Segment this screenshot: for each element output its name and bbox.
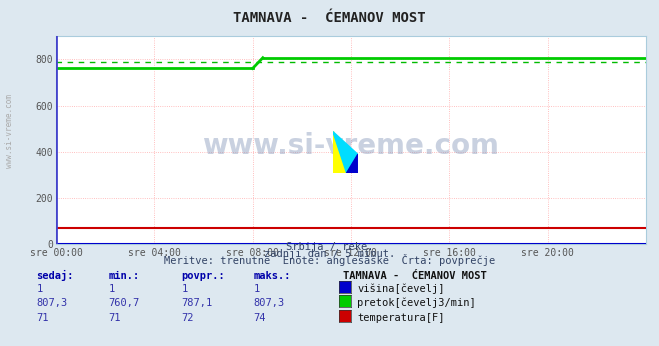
Text: temperatura[F]: temperatura[F] — [357, 313, 445, 323]
Text: 787,1: 787,1 — [181, 298, 212, 308]
Text: 807,3: 807,3 — [36, 298, 67, 308]
Text: 807,3: 807,3 — [254, 298, 285, 308]
Text: 74: 74 — [254, 313, 266, 323]
Text: 71: 71 — [109, 313, 121, 323]
Text: 760,7: 760,7 — [109, 298, 140, 308]
Text: Srbija / reke.: Srbija / reke. — [286, 242, 373, 252]
Polygon shape — [333, 131, 358, 173]
Text: 71: 71 — [36, 313, 49, 323]
Text: www.si-vreme.com: www.si-vreme.com — [202, 133, 500, 160]
Text: Meritve: trenutne  Enote: anglešaške  Črta: povprečje: Meritve: trenutne Enote: anglešaške Črta… — [164, 254, 495, 266]
Text: 72: 72 — [181, 313, 194, 323]
Text: 1: 1 — [181, 284, 187, 294]
Text: www.si-vreme.com: www.si-vreme.com — [5, 94, 14, 169]
Text: 1: 1 — [254, 284, 260, 294]
Text: TAMNAVA -  ĆEMANOV MOST: TAMNAVA - ĆEMANOV MOST — [233, 11, 426, 25]
Text: povpr.:: povpr.: — [181, 271, 225, 281]
Text: 1: 1 — [36, 284, 42, 294]
Polygon shape — [347, 154, 358, 173]
Polygon shape — [333, 131, 347, 173]
Text: TAMNAVA -  ĆEMANOV MOST: TAMNAVA - ĆEMANOV MOST — [343, 271, 486, 281]
Text: maks.:: maks.: — [254, 271, 291, 281]
Text: 1: 1 — [109, 284, 115, 294]
Text: višina[čevelj]: višina[čevelj] — [357, 284, 445, 294]
Text: min.:: min.: — [109, 271, 140, 281]
Text: sedaj:: sedaj: — [36, 270, 74, 281]
Text: pretok[čevelj3/min]: pretok[čevelj3/min] — [357, 298, 476, 308]
Text: zadnji dan / 5 minut.: zadnji dan / 5 minut. — [264, 249, 395, 259]
